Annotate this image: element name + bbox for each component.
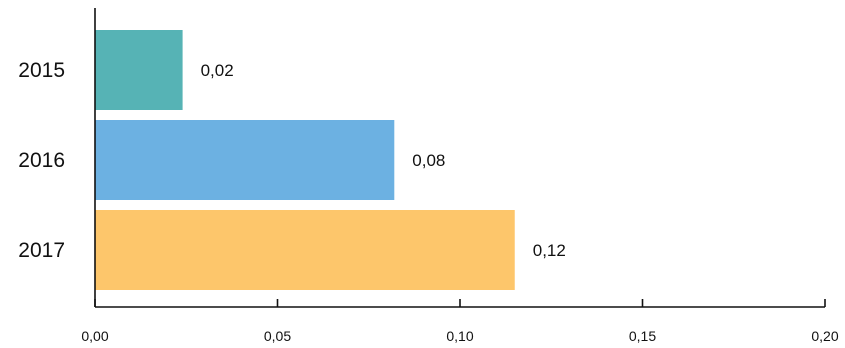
category-labels: 2015 2016 2017 (18, 59, 65, 262)
value-label-2015: 0,02 (201, 61, 234, 80)
category-label-2016: 2016 (18, 149, 65, 172)
bars-group (95, 30, 515, 290)
x-axis-ticks (94, 299, 826, 307)
value-labels: 0,02 0,08 0,12 (201, 61, 566, 260)
value-label-2017: 0,12 (533, 241, 566, 260)
x-tick-label-4: 0,20 (811, 328, 838, 344)
x-tick-label-1: 0,05 (264, 328, 291, 344)
x-axis-tick-labels: 0,00 0,05 0,10 0,15 0,20 (81, 328, 838, 344)
bar-2015 (95, 30, 183, 110)
value-label-2016: 0,08 (412, 151, 445, 170)
bar-2016 (95, 120, 395, 200)
x-tick-label-2: 0,10 (446, 328, 473, 344)
category-label-2015: 2015 (18, 59, 65, 82)
x-tick-label-3: 0,15 (629, 328, 656, 344)
x-tick-label-0: 0,00 (81, 328, 108, 344)
category-label-2017: 2017 (18, 239, 65, 262)
bar-2017 (95, 210, 515, 290)
